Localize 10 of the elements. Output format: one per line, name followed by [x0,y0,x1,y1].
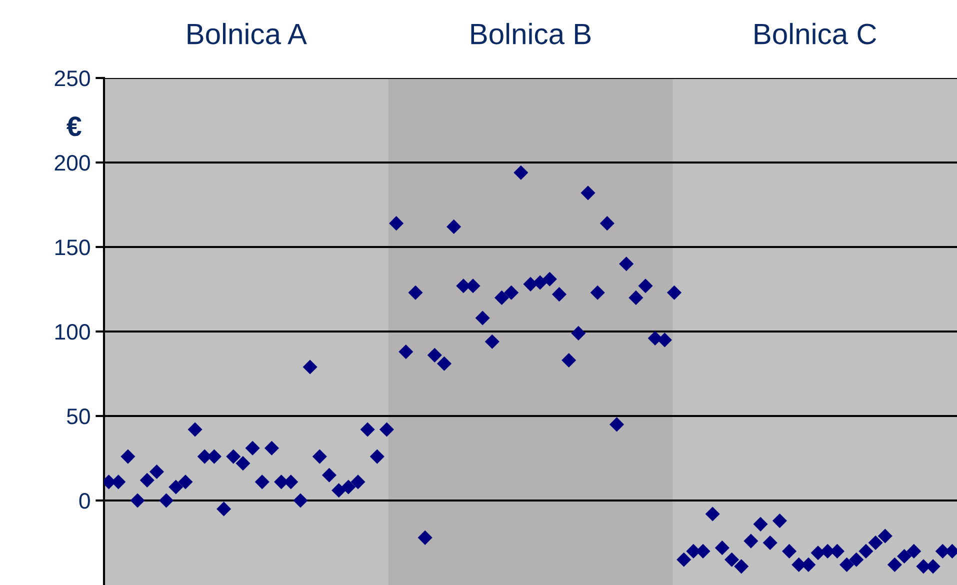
text: Bolnica C [754,22,876,44]
y-tick-label: 200 [54,155,90,171]
y-tick-label: 250 [54,70,90,86]
y-tick-label: 0 [79,493,90,509]
y-tick-label: 150 [55,240,90,256]
text: Bolnica A [188,22,307,44]
y-tick-label: 50 [66,408,90,424]
text: Bolnica B [471,22,591,44]
y-axis-title: € [66,116,82,136]
y-tick-label: 100 [55,324,90,340]
